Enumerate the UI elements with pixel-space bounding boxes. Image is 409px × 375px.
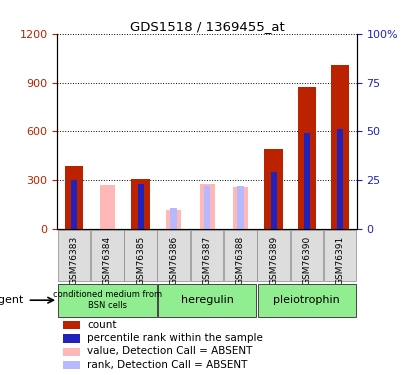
Text: GSM76386: GSM76386: [169, 236, 178, 285]
Bar: [157, 230, 190, 281]
Bar: [166, 210, 181, 229]
Bar: [232, 187, 247, 229]
Bar: [99, 185, 115, 229]
Bar: [71, 180, 77, 229]
Bar: [63, 334, 80, 343]
Bar: [131, 178, 149, 229]
Bar: [303, 134, 309, 229]
Text: percentile rank within the sample: percentile rank within the sample: [87, 333, 263, 343]
Text: conditioned medium from
BSN cells: conditioned medium from BSN cells: [53, 291, 162, 310]
Bar: [137, 184, 143, 229]
Bar: [223, 230, 256, 281]
Bar: [58, 284, 156, 317]
Bar: [256, 230, 289, 281]
Text: pleiotrophin: pleiotrophin: [273, 295, 339, 305]
Bar: [63, 361, 80, 369]
Text: GSM76384: GSM76384: [103, 236, 112, 285]
Bar: [297, 87, 315, 229]
Bar: [336, 129, 342, 229]
Bar: [91, 230, 123, 281]
Text: GSM76391: GSM76391: [335, 236, 344, 285]
Bar: [257, 284, 355, 317]
Text: GSM76390: GSM76390: [301, 236, 310, 285]
Bar: [63, 348, 80, 356]
Bar: [190, 230, 223, 281]
Text: heregulin: heregulin: [180, 295, 233, 305]
Bar: [199, 183, 214, 229]
Text: rank, Detection Call = ABSENT: rank, Detection Call = ABSENT: [87, 360, 247, 370]
Text: count: count: [87, 320, 117, 330]
Text: GSM76385: GSM76385: [136, 236, 145, 285]
Bar: [323, 230, 355, 281]
Bar: [124, 230, 157, 281]
Title: GDS1518 / 1369455_at: GDS1518 / 1369455_at: [129, 20, 284, 33]
Text: GSM76388: GSM76388: [235, 236, 244, 285]
Bar: [264, 149, 282, 229]
Text: GSM76389: GSM76389: [268, 236, 277, 285]
Text: agent: agent: [0, 295, 24, 305]
Bar: [58, 230, 90, 281]
Bar: [330, 64, 348, 229]
Bar: [236, 186, 243, 229]
Text: value, Detection Call = ABSENT: value, Detection Call = ABSENT: [87, 346, 252, 356]
Bar: [290, 230, 322, 281]
Bar: [203, 186, 210, 229]
Bar: [270, 172, 276, 229]
Bar: [63, 321, 80, 329]
Bar: [157, 284, 256, 317]
Bar: [65, 166, 83, 229]
Bar: [170, 208, 177, 229]
Text: GSM76383: GSM76383: [70, 236, 79, 285]
Text: GSM76387: GSM76387: [202, 236, 211, 285]
